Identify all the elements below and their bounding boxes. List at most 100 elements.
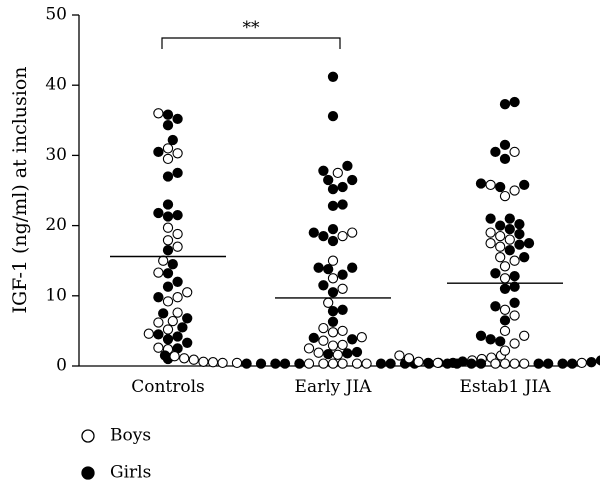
girls-point	[519, 252, 530, 263]
girls-point	[475, 330, 487, 341]
girls-point	[557, 358, 568, 369]
girls-point	[499, 139, 511, 151]
girls-point	[172, 209, 183, 221]
boys-point	[303, 343, 315, 354]
boys-point	[162, 153, 174, 165]
boys-point	[361, 358, 372, 369]
boys-point	[576, 357, 587, 369]
legend: Boys Girls	[81, 426, 151, 483]
girls-point	[499, 283, 511, 294]
significance-bracket: **	[161, 18, 341, 49]
mean-lines	[110, 255, 563, 299]
boys-point	[188, 354, 199, 365]
boys-point	[337, 358, 348, 369]
girls-point	[153, 207, 164, 219]
girls-point	[279, 358, 291, 369]
girls-point	[533, 358, 544, 369]
girls-point	[255, 358, 267, 369]
girls-point	[162, 120, 174, 131]
girls-point	[162, 245, 174, 256]
girls-point	[308, 332, 319, 344]
boys-point	[356, 332, 367, 343]
y-tick-label: 40	[45, 75, 67, 95]
legend-label: Girls	[110, 463, 151, 483]
boys-point	[167, 315, 178, 327]
legend-label: Boys	[110, 426, 151, 446]
legend-marker	[81, 429, 95, 443]
boys-point	[318, 322, 329, 334]
girls-point	[153, 329, 164, 340]
y-tick-label: 50	[45, 5, 67, 25]
girls-point	[475, 358, 487, 369]
girls-point	[519, 179, 530, 191]
girls-point	[342, 348, 353, 359]
girls-point	[318, 165, 329, 176]
girls-point	[327, 306, 339, 317]
girls-point	[172, 276, 183, 287]
girls-point	[347, 262, 358, 273]
girls-point	[241, 358, 252, 369]
girls-point	[514, 228, 525, 240]
boys-point	[509, 338, 520, 349]
girls-point	[162, 199, 174, 210]
boys-point	[499, 345, 511, 356]
girls-point	[318, 230, 329, 242]
girls-point	[509, 270, 520, 282]
boys-point	[153, 108, 164, 119]
girls-point	[485, 213, 496, 224]
girls-point	[347, 334, 358, 345]
boys-point	[323, 297, 334, 308]
boys-point	[495, 252, 506, 263]
girls-point	[499, 153, 511, 165]
boys-point	[337, 283, 348, 294]
girls-point	[153, 292, 164, 303]
significance-bracket-line	[161, 37, 341, 49]
boys-point	[485, 238, 496, 249]
girls-point	[514, 219, 525, 230]
girls-point	[158, 308, 169, 319]
boys-point	[519, 358, 530, 369]
x-tick-label: Estab1 JIA	[459, 377, 551, 397]
boys-point	[499, 358, 511, 369]
boys-point	[313, 347, 324, 358]
girls-point	[509, 96, 520, 108]
boys-point	[162, 235, 174, 246]
girls-point	[375, 358, 387, 369]
girls-point	[490, 146, 501, 158]
boys-point	[217, 357, 228, 369]
y-axis-label: IGF-1 (ng/ml) at inclusion	[9, 66, 31, 313]
boys-point	[153, 342, 164, 353]
boys-point	[327, 273, 339, 284]
boys-point	[499, 261, 511, 272]
girls-point	[586, 357, 597, 368]
boys-point	[499, 325, 511, 337]
girls-point	[495, 220, 506, 231]
boys-point	[318, 335, 329, 346]
girls-point	[442, 358, 453, 369]
y-ticks: 0 10 20 30 40 50	[45, 5, 79, 376]
boys-point	[332, 167, 343, 179]
boys-point	[172, 148, 183, 159]
y-tick-label: 0	[56, 356, 67, 376]
girls-point	[162, 334, 174, 345]
boys-point	[485, 227, 496, 238]
girls-point	[504, 223, 515, 235]
boys-point	[327, 340, 339, 351]
girls-point	[172, 167, 183, 179]
girls-point	[162, 281, 174, 292]
x-tick-label: Controls	[131, 377, 205, 397]
boys-point	[394, 350, 405, 361]
boys-point	[172, 292, 183, 303]
girls-point	[514, 239, 525, 250]
boys-point	[231, 357, 243, 369]
girls-point	[294, 358, 305, 369]
legend-marker	[81, 466, 95, 480]
boys-point	[509, 185, 520, 196]
boys-point	[318, 358, 329, 369]
boys-point	[143, 328, 154, 339]
boys-point	[351, 358, 363, 369]
boys-point	[504, 234, 515, 245]
girls-point	[162, 211, 174, 222]
girls-point	[495, 336, 506, 347]
boys-point	[413, 356, 424, 367]
